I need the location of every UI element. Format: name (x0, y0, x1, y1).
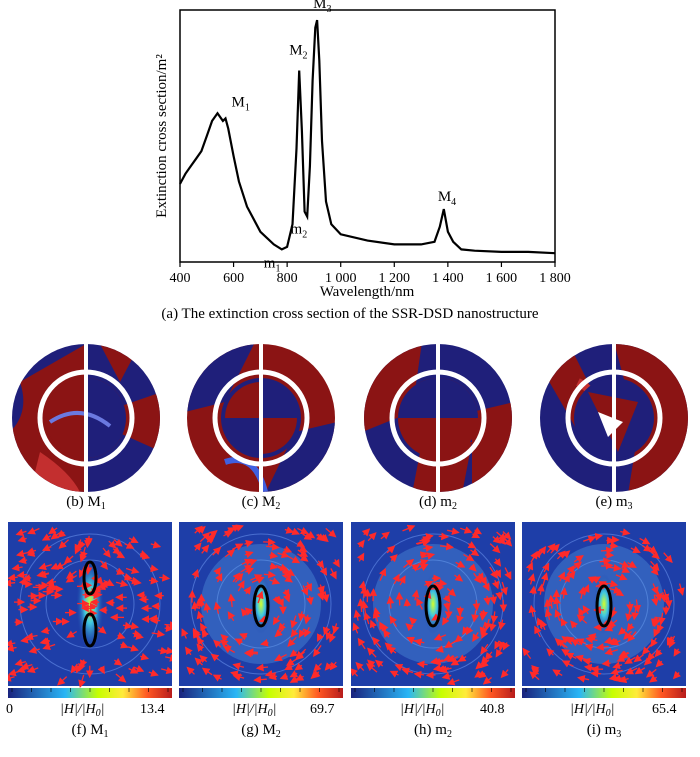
x-tick-label: 1 400 (432, 271, 464, 286)
colorbar-max-i: 65.4 (652, 702, 677, 717)
field-disc-e (540, 342, 688, 494)
colorbar-label-g: |H|/|H0| (232, 702, 277, 719)
caption-h: (h) m2 (414, 722, 452, 740)
field-disc-d (364, 342, 512, 494)
field-map-g (179, 522, 343, 698)
colorbar-label-f: |H|/|H0| (60, 702, 105, 719)
colorbar-max-f: 13.4 (140, 702, 165, 717)
x-tick-label: 1 800 (539, 271, 571, 286)
x-tick-label: 400 (170, 271, 191, 286)
caption-a: (a) The extinction cross section of the … (161, 306, 539, 322)
caption-g: (g) M2 (241, 722, 281, 740)
plot-frame (179, 9, 556, 263)
extinction-chart: 400 600 800 1 000 1 200 1 400 1 600 1 800 M1M2M… (154, 0, 571, 300)
caption-i: (i) m3 (586, 722, 622, 740)
colorbar-label-i: |H|/|H0| (570, 702, 615, 719)
annotation-M2: M2 (289, 42, 307, 61)
annotation-M4: M4 (438, 189, 456, 208)
field-disc-b (12, 342, 160, 494)
y-axis-label: Extinction cross section/m² (154, 54, 170, 218)
field-disc-c (187, 342, 335, 494)
annotation-m2: m2 (291, 222, 308, 241)
x-tick-label: 1 000 (325, 271, 357, 286)
x-tick-label: 600 (223, 271, 244, 286)
annotation-M1: M1 (232, 94, 250, 113)
caption-f: (f) M1 (71, 722, 109, 740)
colorbar-label-h: |H|/|H0| (400, 702, 445, 719)
peak-annotations: M1 M2 M3 M4 m1 m2 (232, 0, 457, 274)
x-axis-label: Wavelength/nm (320, 284, 415, 300)
field-map-i (522, 522, 686, 698)
series-line (179, 19, 556, 255)
caption-d: (d) m2 (419, 494, 457, 512)
x-tick-label: 800 (277, 271, 298, 286)
caption-b: (b) M1 (66, 494, 106, 512)
annotation-m1: m1 (264, 255, 281, 274)
field-map-h (351, 522, 515, 698)
annotation-M3: M3 (313, 0, 331, 15)
x-tick-label: 1 600 (486, 271, 518, 286)
colorbar-max-g: 69.7 (310, 702, 335, 717)
x-tick-label: 1 200 (379, 271, 411, 286)
caption-e: (e) m3 (595, 494, 633, 512)
caption-c: (c) M2 (241, 494, 281, 512)
x-ticks: 400 600 800 1 000 1 200 1 400 1 600 1 800 (170, 262, 571, 286)
colorbar-min-f: 0 (6, 702, 13, 717)
field-map-f (8, 522, 172, 698)
colorbar-max-h: 40.8 (480, 702, 505, 717)
